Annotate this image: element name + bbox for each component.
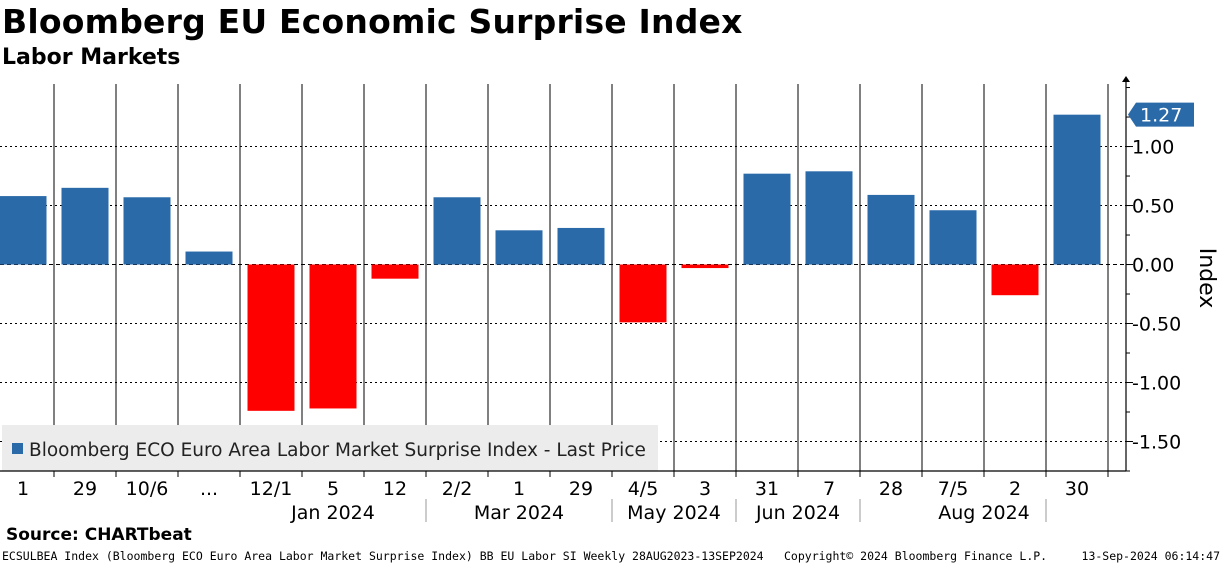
bar — [309, 264, 357, 409]
x-tick-label: 12/1 — [250, 478, 293, 500]
x-tick-label: 29 — [569, 478, 593, 500]
bar — [61, 187, 109, 265]
bar — [867, 194, 915, 265]
x-month-label: Jun 2024 — [755, 502, 840, 524]
y-tick-label: -1.50 — [1132, 432, 1181, 454]
chart-subtitle: Labor Markets — [2, 45, 181, 70]
footer-timestamp: 13-Sep-2024 06:14:47 — [1081, 549, 1220, 563]
bar — [247, 264, 295, 411]
legend-swatch — [12, 443, 23, 454]
x-month-label: Jan 2024 — [290, 502, 375, 524]
x-tick-label: 2 — [1009, 478, 1021, 500]
footer-copyright: Copyright© 2024 Bloomberg Finance L.P. — [784, 549, 1048, 563]
x-tick-label: 4/5 — [628, 478, 659, 500]
x-tick-label: 5 — [327, 478, 339, 500]
x-tick-label: 1 — [17, 478, 29, 500]
x-month-label: Mar 2024 — [474, 502, 564, 524]
x-tick-label: 31 — [755, 478, 779, 500]
y-axis-title: Index — [1194, 248, 1219, 309]
last-value-callout — [1128, 102, 1194, 127]
bar — [371, 264, 419, 279]
bar — [557, 227, 605, 265]
chart-title: Bloomberg EU Economic Surprise Index — [2, 2, 743, 41]
x-tick-label: 10/6 — [126, 478, 169, 500]
last-value-label: 1.27 — [1140, 105, 1182, 127]
bar — [123, 197, 171, 265]
bar — [433, 197, 481, 265]
x-tick-label: ... — [200, 478, 218, 500]
legend-box — [2, 425, 658, 471]
bar — [495, 230, 543, 265]
y-tick-label: 1.00 — [1132, 137, 1174, 159]
x-tick-label: 2/2 — [442, 478, 473, 500]
x-tick-label: 29 — [73, 478, 97, 500]
x-tick-label: 7 — [823, 478, 835, 500]
x-tick-label: 1 — [513, 478, 525, 500]
x-tick-label: 7/5 — [938, 478, 969, 500]
legend-label: Bloomberg ECO Euro Area Labor Market Sur… — [29, 440, 646, 461]
x-tick-label: 28 — [879, 478, 903, 500]
x-month-label: May 2024 — [627, 502, 721, 524]
x-tick-label: 30 — [1065, 478, 1089, 500]
bar — [929, 210, 977, 265]
y-axis-arrow — [1122, 76, 1130, 82]
y-tick-label: -0.50 — [1132, 314, 1181, 336]
y-tick-label: -1.00 — [1132, 373, 1181, 395]
footer-ticker-info: ECSULBEA Index (Bloomberg ECO Euro Area … — [2, 549, 764, 563]
bar — [991, 264, 1039, 296]
x-tick-label: 12 — [383, 478, 407, 500]
bar — [619, 264, 667, 323]
bar — [1053, 114, 1101, 265]
source-note: Source: CHARTbeat — [6, 525, 192, 545]
y-tick-label: 0.00 — [1132, 255, 1174, 277]
bar — [0, 196, 47, 265]
x-tick-label: 3 — [699, 478, 711, 500]
y-tick-label: 0.50 — [1132, 196, 1174, 218]
bar — [185, 251, 233, 265]
x-month-label: Aug 2024 — [938, 502, 1030, 524]
bar — [805, 171, 853, 265]
bar — [681, 264, 729, 269]
bar — [743, 173, 791, 265]
